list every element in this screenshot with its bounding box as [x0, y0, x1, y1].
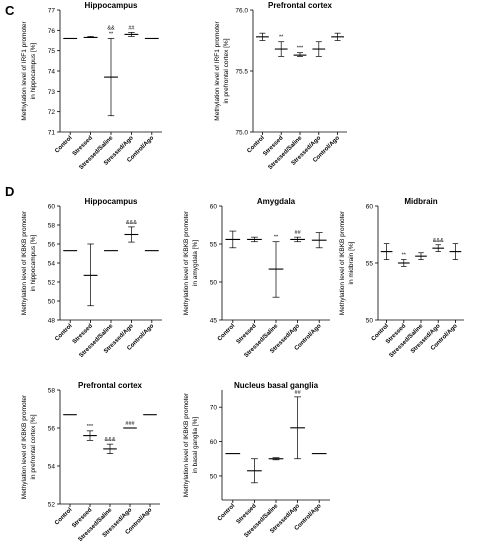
- y-axis-label-line: Methylation level of IKBKB promoter: [183, 392, 190, 497]
- y-axis-label-line: Methylation level of IRF1 promoter: [21, 20, 28, 120]
- x-tick-label: Control: [54, 135, 74, 155]
- y-tick-label: 76: [48, 28, 56, 35]
- y-tick-label: 60: [48, 204, 56, 211]
- y-tick-label: 56: [48, 242, 56, 249]
- y-axis-label-line: in hippocampus [%]: [30, 42, 37, 99]
- significance-label: ***: [297, 46, 304, 52]
- significance-label: **: [402, 253, 407, 259]
- x-tick-label: Stressed: [236, 503, 258, 525]
- y-tick-label: 73: [48, 89, 56, 96]
- y-tick-label: 58: [48, 223, 56, 230]
- significance-label: **: [109, 31, 114, 37]
- chart-title: Nucleus basal ganglia: [234, 381, 319, 390]
- y-axis-label-line: Methylation level of IKBKB promoter: [339, 210, 346, 315]
- y-axis-label-line: Methylation level of IKBKB promoter: [21, 394, 28, 499]
- y-tick-label: 75.5: [235, 69, 248, 76]
- significance-label: ##: [128, 25, 135, 31]
- significance-label: &&&: [126, 220, 137, 226]
- y-tick-label: 74: [48, 69, 56, 76]
- y-tick-label: 60: [210, 439, 218, 446]
- y-tick-label: 76.0: [235, 8, 248, 15]
- y-tick-label: 75.0: [235, 130, 248, 137]
- y-tick-label: 50: [48, 299, 56, 306]
- y-tick-label: 71: [48, 130, 56, 137]
- significance-label: &&: [107, 25, 115, 31]
- x-tick-label: Control: [54, 323, 74, 343]
- y-axis-label-line: Methylation level of IKBKB promoter: [21, 210, 28, 315]
- y-axis-label-line: in prefrontal cortex [%]: [30, 414, 37, 479]
- x-tick-label: Control: [217, 323, 237, 343]
- significance-label: ##: [295, 230, 302, 236]
- y-axis-label-line: in basal ganglia [%]: [192, 417, 199, 474]
- significance-label: &&&: [104, 437, 115, 443]
- y-tick-label: 48: [48, 318, 56, 325]
- chart-title: Hippocampus: [85, 197, 138, 206]
- y-tick-label: 72: [48, 109, 56, 116]
- y-tick-label: 55: [210, 242, 218, 249]
- y-tick-label: 77: [48, 8, 56, 15]
- chart-5: Midbrain 50 55 60 Methylation level of IKBKB…: [339, 197, 464, 359]
- x-tick-label: Control: [54, 507, 74, 527]
- chart-6: Prefrontal cortex 52 54 56 58 Methylation lev…: [21, 381, 160, 543]
- y-axis-label-line: Methylation level of IKBKB promoter: [183, 210, 190, 315]
- panel-letter-d: D: [5, 184, 15, 199]
- y-tick-label: 50: [210, 473, 218, 480]
- x-tick-label: Stressed: [236, 323, 258, 345]
- significance-label: ***: [87, 424, 94, 430]
- chart-2: Prefrontal cortex 75.0 75.5 76.0 Methylation…: [214, 1, 347, 171]
- significance-label: &&&: [433, 238, 444, 244]
- y-axis-label-line: in midbrain [%]: [348, 241, 355, 284]
- y-axis-label-line: Methylation level of IRF1 promoter: [214, 20, 221, 120]
- chart-1: Hippocampus 71 72 73 74 75 76 77 Methylation lev…: [21, 1, 162, 171]
- chart-4: Amygdala 45 50 55 60 Methylation level of IKB…: [183, 197, 330, 359]
- y-tick-label: 55: [366, 261, 374, 268]
- x-tick-label: Control: [217, 503, 237, 523]
- y-tick-label: 52: [48, 502, 56, 509]
- y-tick-label: 56: [48, 426, 56, 433]
- y-tick-label: 70: [210, 405, 218, 412]
- chart-title: Midbrain: [404, 197, 437, 206]
- y-tick-label: 58: [48, 388, 56, 395]
- chart-title: Amygdala: [257, 197, 296, 206]
- chart-3: Hippocampus 48 50 52 54 56 58 60 Methylation lev…: [21, 197, 162, 359]
- y-axis-label-line: in prefrontal cortex [%]: [223, 38, 230, 103]
- chart-title: Prefrontal cortex: [78, 381, 143, 390]
- x-tick-label: Stressed/Saline: [268, 135, 304, 171]
- y-axis-label-line: in hippocampus [%]: [30, 234, 37, 291]
- significance-label: **: [279, 35, 284, 41]
- y-axis-label-line: in amygdala [%]: [192, 240, 199, 286]
- y-tick-label: 45: [210, 318, 218, 325]
- y-tick-label: 50: [210, 280, 218, 287]
- y-tick-label: 54: [48, 261, 56, 268]
- y-tick-label: 60: [366, 204, 374, 211]
- chart-title: Hippocampus: [85, 1, 138, 10]
- y-tick-label: 75: [48, 48, 56, 55]
- y-tick-label: 50: [366, 318, 374, 325]
- panel-letter-c: C: [5, 3, 15, 18]
- significance-label: ##: [295, 390, 302, 396]
- significance-label: **: [274, 235, 279, 241]
- significance-label: ###: [125, 421, 135, 427]
- y-tick-label: 52: [48, 280, 56, 287]
- chart-title: Prefrontal cortex: [268, 1, 333, 10]
- y-tick-label: 60: [210, 204, 218, 211]
- y-tick-label: 54: [48, 464, 56, 471]
- chart-7: Nucleus basal ganglia 50 60 70 Methylation l…: [183, 381, 330, 539]
